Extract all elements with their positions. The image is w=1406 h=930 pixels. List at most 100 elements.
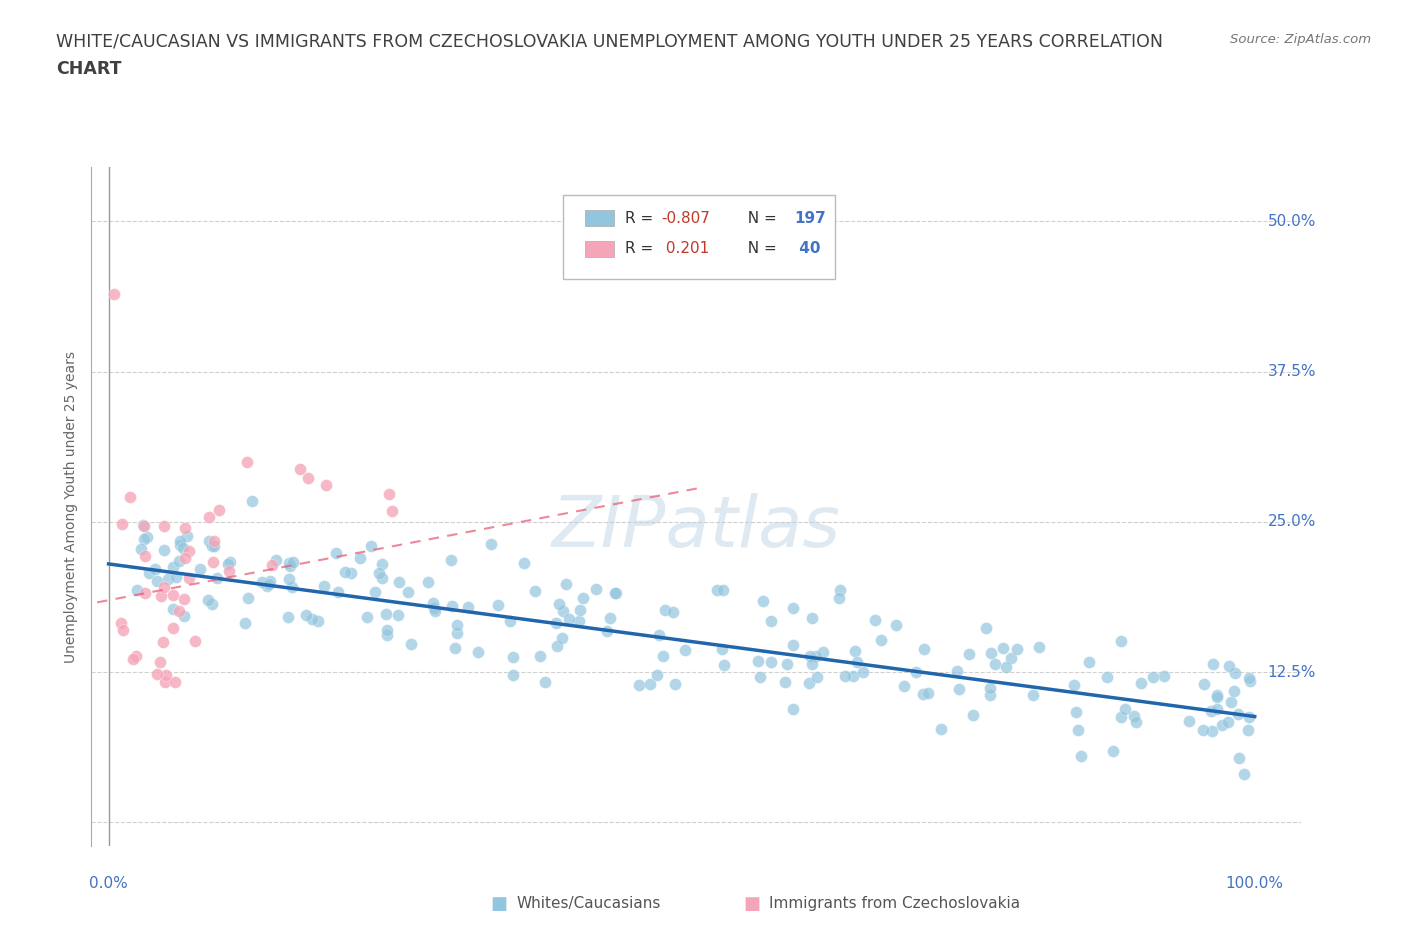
Point <box>259 574 281 589</box>
Point <box>301 611 323 626</box>
Point <box>548 597 571 612</box>
Point <box>314 578 336 593</box>
Point <box>1097 670 1119 684</box>
Text: R =: R = <box>624 211 658 226</box>
Point <box>340 565 363 580</box>
Point <box>654 602 676 617</box>
Text: N =: N = <box>738 242 782 257</box>
Point <box>1111 634 1133 649</box>
Point <box>422 596 444 611</box>
Point <box>153 518 176 533</box>
Text: 40: 40 <box>794 242 821 257</box>
Point <box>325 545 347 560</box>
Point <box>1206 687 1229 702</box>
Point <box>830 582 852 597</box>
Point <box>929 721 952 736</box>
Point <box>957 647 980 662</box>
Point <box>236 455 259 470</box>
Point <box>387 607 409 622</box>
Point <box>166 570 188 585</box>
Point <box>1216 714 1239 729</box>
Point <box>979 681 1001 696</box>
Point <box>1206 701 1229 716</box>
Point <box>1199 703 1222 718</box>
Point <box>884 618 907 632</box>
Point <box>551 631 574 645</box>
Point <box>134 549 156 564</box>
Point <box>1123 709 1146 724</box>
Point <box>307 613 329 628</box>
Point <box>1064 704 1087 719</box>
Point <box>782 638 804 653</box>
Point <box>162 560 184 575</box>
Point <box>846 655 869 670</box>
Point <box>381 504 404 519</box>
Point <box>533 674 555 689</box>
Point <box>980 646 1002 661</box>
Point <box>169 538 191 552</box>
Point <box>197 534 219 549</box>
Point <box>250 574 273 589</box>
Point <box>132 518 155 533</box>
Text: 197: 197 <box>794 211 825 226</box>
Point <box>834 669 856 684</box>
FancyBboxPatch shape <box>585 210 614 227</box>
Point <box>673 643 696 658</box>
Point <box>363 584 385 599</box>
Point <box>169 604 191 618</box>
Point <box>208 502 231 517</box>
Point <box>218 564 240 578</box>
Point <box>111 517 134 532</box>
Point <box>174 551 197 565</box>
Point <box>1225 666 1247 681</box>
Point <box>664 677 686 692</box>
Point <box>948 682 970 697</box>
Point <box>256 578 278 593</box>
Point <box>132 532 155 547</box>
Point <box>176 529 198 544</box>
Point <box>1142 670 1164 684</box>
Point <box>201 596 224 611</box>
Point <box>146 666 169 681</box>
Point <box>1070 749 1092 764</box>
Point <box>1227 707 1250 722</box>
Point <box>169 553 191 568</box>
Point <box>134 585 156 600</box>
Point <box>423 603 446 618</box>
Point <box>375 607 398 622</box>
Point <box>800 657 823 671</box>
Point <box>422 601 444 616</box>
Point <box>207 571 229 586</box>
Point <box>799 648 821 663</box>
Point <box>1067 723 1090 737</box>
Point <box>647 668 669 683</box>
Point <box>236 591 259 605</box>
Point <box>295 607 318 622</box>
Point <box>571 591 593 605</box>
Point <box>711 583 734 598</box>
Point <box>627 677 650 692</box>
Point <box>710 642 733 657</box>
Point <box>134 519 156 534</box>
Point <box>962 708 984 723</box>
Point <box>1239 674 1261 689</box>
Point <box>120 489 142 504</box>
Point <box>368 565 391 580</box>
Text: Immigrants from Czechoslovakia: Immigrants from Czechoslovakia <box>769 897 1021 911</box>
Point <box>498 613 520 628</box>
Point <box>149 654 172 669</box>
Text: R =: R = <box>624 242 658 257</box>
Point <box>1000 650 1022 665</box>
Y-axis label: Unemployment Among Youth under 25 years: Unemployment Among Youth under 25 years <box>65 351 79 663</box>
Point <box>524 584 547 599</box>
Point <box>444 641 467 656</box>
Point <box>1191 723 1213 737</box>
Text: 25.0%: 25.0% <box>1267 514 1316 529</box>
Text: 0.0%: 0.0% <box>89 876 128 891</box>
Point <box>748 670 770 684</box>
Text: CHART: CHART <box>56 60 122 78</box>
Point <box>457 599 479 614</box>
Point <box>278 571 301 586</box>
Point <box>870 632 893 647</box>
Point <box>112 622 135 637</box>
